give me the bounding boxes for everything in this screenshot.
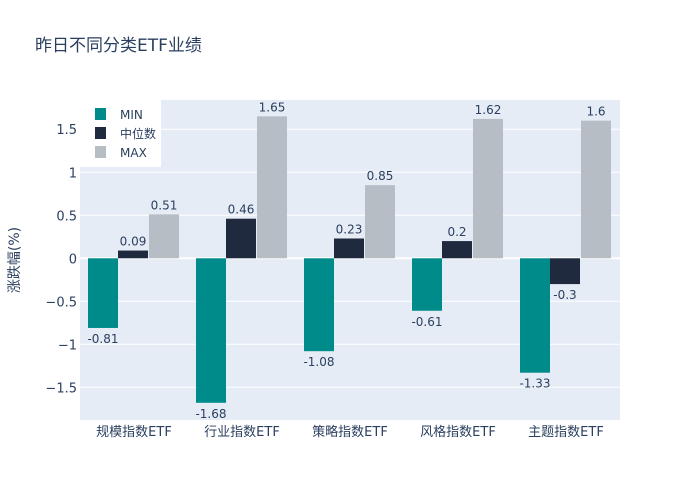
bar-MIN (88, 258, 118, 328)
bar-MAX (149, 214, 179, 259)
x-tick-label: 行业指数ETF (204, 425, 280, 440)
bar-中位数 (118, 250, 148, 259)
bar-中位数 (442, 241, 472, 259)
bar-MIN (196, 258, 226, 403)
data-label: 0.09 (120, 235, 147, 249)
legend-swatch[interactable] (95, 108, 106, 120)
bar-MIN (412, 258, 442, 311)
data-label: 0.85 (367, 169, 394, 183)
y-axis-label: 涨跌幅(%) (7, 227, 23, 293)
y-tick-label: −1.5 (45, 381, 77, 396)
data-label: 0.51 (151, 198, 178, 212)
bar-MAX (257, 116, 287, 259)
legend-swatch[interactable] (95, 127, 106, 139)
data-label: -1.33 (519, 377, 550, 391)
data-label: 1.65 (259, 100, 286, 114)
x-tick-label: 风格指数ETF (420, 424, 496, 440)
bar-MAX (473, 118, 503, 259)
bar-MIN (520, 258, 550, 373)
y-tick-label: 1 (69, 166, 77, 181)
data-label: 1.62 (475, 103, 502, 117)
data-label: 0.2 (447, 225, 466, 239)
y-tick-label: 0.5 (56, 209, 77, 224)
bar-中位数 (334, 238, 364, 259)
x-tick-label: 主题指数ETF (528, 425, 604, 440)
x-tick-label: 策略指数ETF (312, 424, 388, 440)
data-label: -1.08 (303, 355, 334, 369)
bar-MAX (365, 185, 395, 259)
bar-中位数 (226, 218, 256, 259)
data-label: -0.81 (87, 332, 118, 346)
legend-label[interactable]: MIN (120, 108, 143, 122)
y-tick-label: −1 (58, 338, 77, 353)
legend-box (80, 100, 161, 167)
data-label: 0.23 (336, 222, 363, 236)
data-label: -1.68 (195, 407, 226, 421)
bar-MAX (581, 120, 611, 259)
data-label: -0.3 (553, 288, 576, 302)
y-tick-label: −0.5 (45, 295, 77, 310)
legend-swatch[interactable] (95, 146, 106, 158)
chart-title: 昨日不同分类ETF业绩 (35, 36, 202, 56)
data-label: -0.61 (411, 315, 442, 329)
data-label: 0.46 (228, 203, 255, 217)
legend-label[interactable]: 中位数 (120, 126, 156, 141)
y-tick-label: 1.5 (56, 123, 77, 138)
y-tick-label: 0 (69, 252, 77, 267)
data-label: 1.6 (586, 105, 605, 119)
bar-MIN (304, 258, 334, 352)
legend-label[interactable]: MAX (120, 146, 147, 160)
x-tick-label: 规模指数ETF (96, 425, 172, 440)
bar-中位数 (550, 258, 580, 285)
